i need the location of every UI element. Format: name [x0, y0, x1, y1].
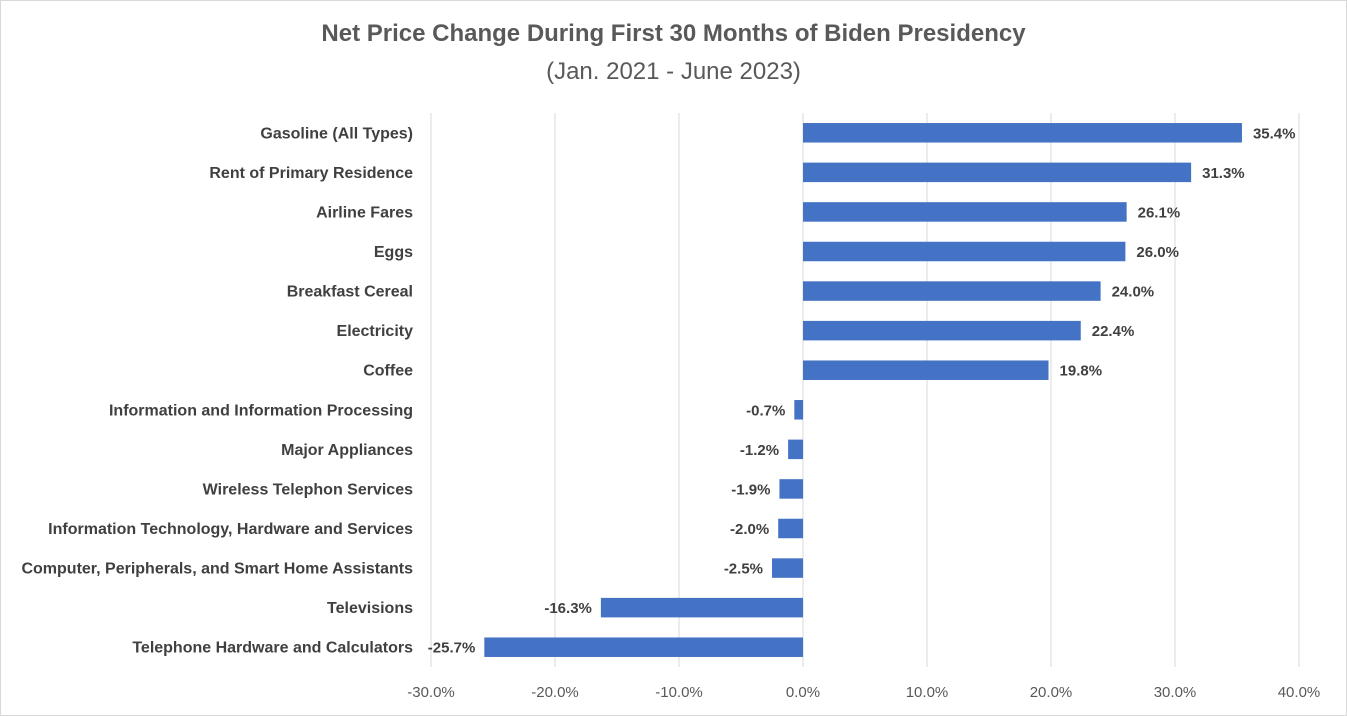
category-labels: Gasoline (All Types) Rent of Primary Resi…: [21, 125, 413, 656]
x-tick-label: 30.0%: [1154, 684, 1197, 701]
category-label: Information Technology, Hardware and Ser…: [48, 521, 413, 538]
x-tick-label: -10.0%: [655, 684, 703, 701]
bar: [794, 400, 803, 420]
category-label: Rent of Primary Residence: [209, 165, 413, 182]
category-label: Eggs: [374, 244, 413, 261]
data-label: 35.4%: [1253, 125, 1296, 142]
data-labels: 35.4% 31.3% 26.1% 26.0% 24.0% 22.4% 19.8% -0.7%…: [428, 125, 1296, 656]
x-tick-label: 10.0%: [906, 684, 949, 701]
bar: [600, 597, 803, 618]
category-label: Information and Information Processing: [109, 402, 413, 419]
x-tick-label: 0.0%: [786, 684, 820, 701]
bar: [803, 123, 1242, 143]
bar: [772, 558, 803, 578]
category-label: Electricity: [337, 323, 414, 340]
bar: [803, 162, 1192, 183]
category-label: Airline Fares: [316, 204, 413, 221]
data-label: 24.0%: [1112, 284, 1155, 301]
x-tick-label: -20.0%: [531, 684, 579, 701]
gridlines: [430, 113, 1300, 667]
bar: [778, 518, 803, 539]
bar: [484, 637, 803, 657]
category-label: Major Appliances: [281, 442, 413, 459]
bar: [803, 360, 1049, 380]
bar: [803, 241, 1126, 262]
x-tick-label: 40.0%: [1278, 684, 1321, 701]
data-label: 31.3%: [1202, 165, 1245, 182]
bar: [779, 479, 803, 499]
bar: [788, 439, 803, 460]
x-tick-label: 20.0%: [1030, 684, 1073, 701]
data-label: -25.7%: [428, 640, 476, 657]
bar: [803, 320, 1081, 341]
data-label: 19.8%: [1060, 363, 1103, 380]
data-label: 26.1%: [1138, 204, 1181, 221]
data-label: -0.7%: [746, 402, 785, 419]
data-label: 26.0%: [1136, 244, 1179, 261]
bar: [803, 202, 1127, 222]
data-label: -16.3%: [544, 600, 592, 617]
category-label: Gasoline (All Types): [260, 125, 413, 142]
category-label: Televisions: [327, 600, 413, 617]
data-label: -1.2%: [740, 442, 779, 459]
chart-title: Net Price Change During First 30 Months …: [321, 20, 1026, 47]
data-label: -1.9%: [731, 481, 770, 498]
chart-subtitle: (Jan. 2021 - June 2023): [546, 58, 801, 85]
x-tick-labels: -30.0% -20.0% -10.0% 0.0% 10.0% 20.0% 30.0% 40.…: [407, 684, 1320, 701]
bars: [484, 123, 1242, 657]
x-tick-label: -30.0%: [407, 684, 455, 701]
data-label: 22.4%: [1092, 323, 1135, 340]
category-label: Wireless Telephon Services: [203, 481, 413, 498]
data-label: -2.0%: [730, 521, 769, 538]
bar: [803, 281, 1101, 301]
category-label: Computer, Peripherals, and Smart Home As…: [21, 561, 413, 578]
data-label: -2.5%: [724, 561, 763, 578]
category-label: Telephone Hardware and Calculators: [132, 640, 413, 657]
category-label: Breakfast Cereal: [287, 284, 413, 301]
category-label: Coffee: [363, 363, 413, 380]
